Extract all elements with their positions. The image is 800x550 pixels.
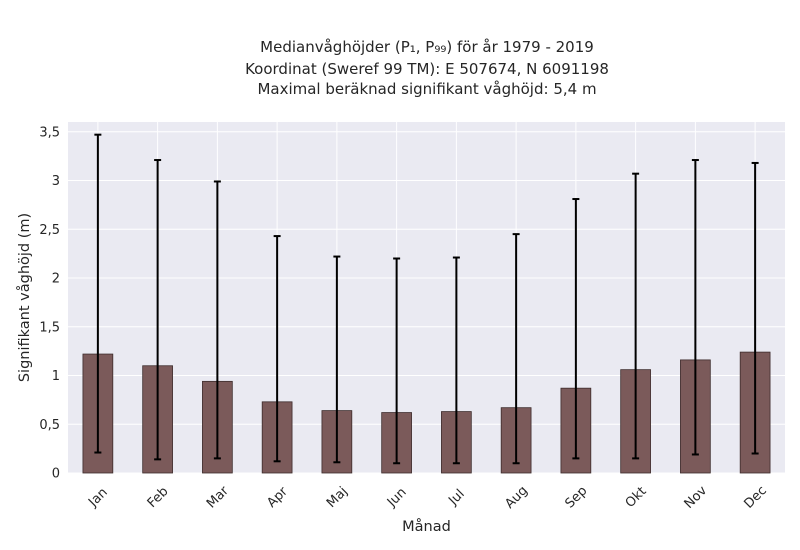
error-bar-sep [572, 198, 580, 460]
error-bar-jul [452, 256, 460, 465]
x-tick-label: Jan [85, 485, 110, 510]
error-bars [94, 133, 759, 465]
y-tick-label: 1,5 [39, 320, 60, 335]
x-tick-label: Feb [145, 484, 172, 511]
error-bar-feb [154, 159, 162, 461]
x-tick-label: Okt [623, 484, 650, 511]
y-tick-label: 0 [52, 467, 60, 482]
x-axis-label: Månad [402, 518, 451, 535]
y-tick-label: 2,5 [39, 223, 60, 238]
error-bar-mar [213, 180, 221, 460]
x-tick-label: Mar [204, 483, 232, 511]
chart-title-line-1: Medianvåghöjder (P₁, P₉₉) för år 1979 - … [260, 38, 594, 56]
chart-title-line-3: Maximal beräknad signifikant våghöjd: 5,… [257, 80, 596, 98]
y-tick-label: 1 [52, 369, 60, 384]
y-tick-label: 0,5 [39, 418, 60, 433]
x-tick-label: Nov [682, 483, 711, 512]
error-bar-maj [333, 255, 341, 464]
error-bar-aug [512, 233, 520, 465]
y-axis-label: Signifikant våghöjd (m) [16, 213, 33, 382]
chart-title-line-2: Koordinat (Sweref 99 TM): E 507674, N 60… [245, 60, 609, 78]
error-bar-okt [632, 172, 640, 460]
error-bar-jun [393, 257, 401, 465]
x-tick-label: Jul [445, 487, 467, 509]
error-bar-dec [751, 161, 759, 455]
y-axis-ticks: 0 0,5 1 1,5 2 2,5 3 3,5 [39, 125, 60, 481]
y-tick-label: 2 [52, 272, 60, 287]
y-tick-label: 3 [52, 174, 60, 189]
plot-area [68, 122, 785, 473]
x-tick-label: Dec [741, 483, 769, 511]
x-tick-label: Sep [562, 484, 590, 512]
error-bar-nov [691, 159, 699, 456]
error-bar-apr [273, 235, 281, 463]
x-tick-label: Apr [264, 484, 291, 511]
y-tick-label: 3,5 [39, 125, 60, 140]
x-tick-label: Maj [324, 484, 351, 511]
chart-title: Medianvåghöjder (P₁, P₉₉) för år 1979 - … [245, 38, 609, 98]
x-tick-label: Jun [384, 485, 410, 511]
x-axis-ticks: Jan Feb Mar Apr Maj Jun Jul Aug Sep Okt Nov Dec [85, 483, 770, 512]
x-tick-label: Aug [502, 483, 531, 512]
error-bar-jan [94, 133, 102, 454]
